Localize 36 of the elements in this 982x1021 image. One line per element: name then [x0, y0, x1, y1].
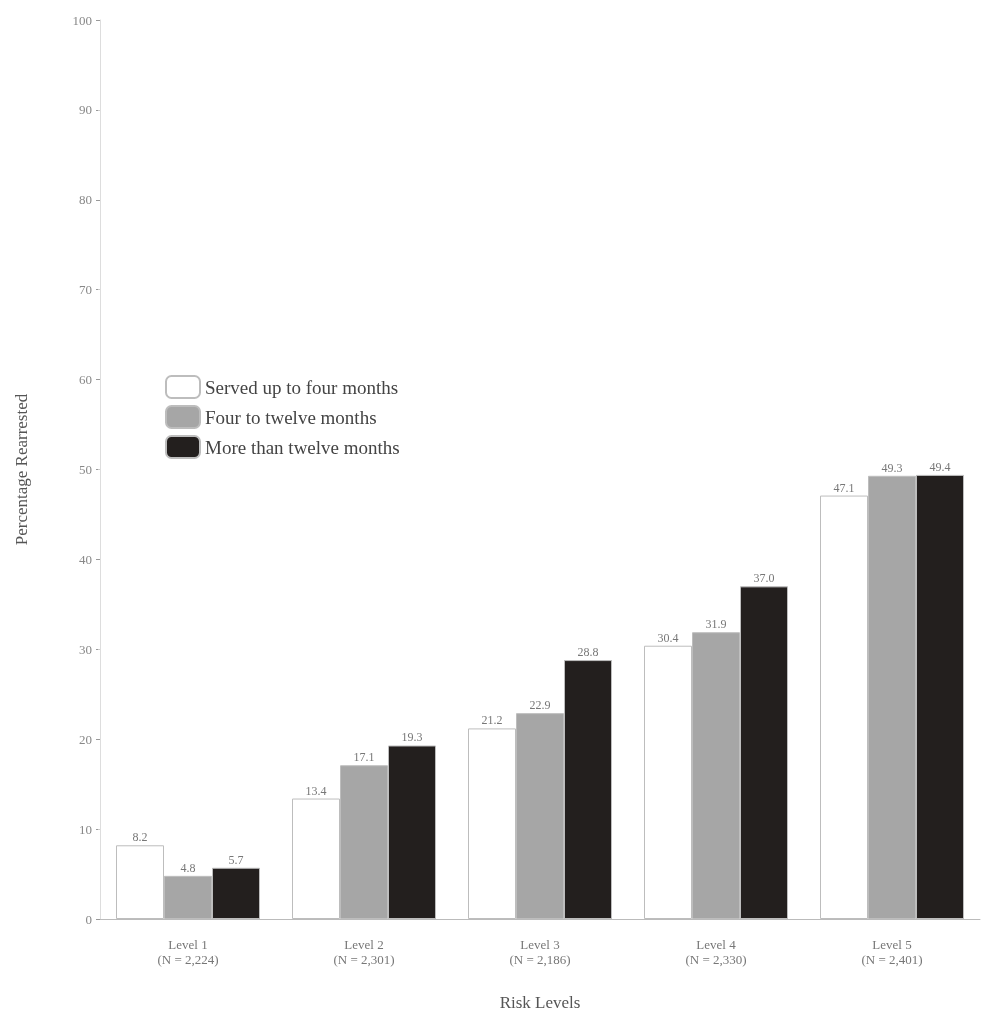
legend-label: Served up to four months [205, 376, 399, 398]
data-label: 22.9 [529, 698, 551, 713]
legend-label: More than twelve months [205, 436, 400, 458]
x-axis-title: Risk Levels [499, 993, 581, 1012]
y-tick-label: 0 [85, 911, 92, 927]
y-tick-label: 100 [72, 12, 92, 28]
data-label: 28.8 [577, 645, 599, 660]
y-tick-label: 90 [79, 102, 92, 118]
data-label: 17.1 [353, 750, 375, 765]
data-label: 30.4 [657, 630, 679, 645]
data-label: 37.0 [753, 571, 775, 586]
data-label: 31.9 [705, 617, 727, 632]
data-label: 4.8 [180, 860, 196, 875]
y-tick-label: 30 [79, 641, 92, 657]
data-label: 49.3 [881, 460, 903, 475]
x-tick-label: Level 1 (N = 2,224) [157, 937, 219, 967]
x-tick-label: Level 3 (N = 2,186) [509, 937, 571, 967]
x-tick-label: Level 4 (N = 2,330) [685, 937, 747, 967]
y-tick-label: 40 [79, 551, 92, 567]
y-tick-label: 20 [79, 731, 92, 747]
y-axis-title: Percentage Rearrested [12, 393, 31, 546]
y-tick-label: 10 [79, 821, 92, 837]
data-label: 5.7 [228, 852, 244, 867]
y-tick-label: 60 [79, 372, 92, 388]
y-tick-label: 70 [79, 282, 92, 298]
data-label: 19.3 [401, 730, 423, 745]
x-tick-label: Level 2 (N = 2,301) [333, 937, 395, 967]
data-label: 13.4 [305, 783, 327, 798]
data-label: 47.1 [833, 480, 855, 495]
x-tick-label: Level 5 (N = 2,401) [861, 937, 923, 967]
data-label: 8.2 [132, 830, 148, 845]
y-tick-label: 50 [79, 462, 92, 477]
y-tick-label: 80 [79, 192, 92, 208]
data-label: 21.2 [481, 713, 503, 728]
data-label: 49.4 [929, 459, 951, 474]
legend-label: Four to twelve months [205, 406, 377, 428]
